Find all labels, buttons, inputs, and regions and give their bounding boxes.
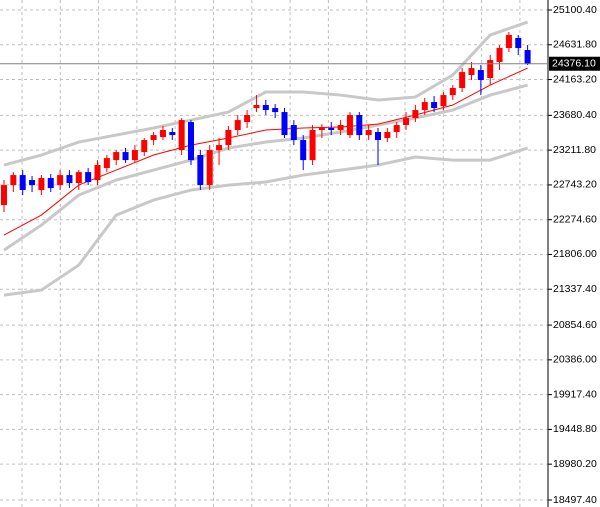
candle-body xyxy=(505,35,512,49)
candle-body xyxy=(300,140,307,161)
y-tick-label: 18497.40 xyxy=(553,494,597,506)
candle-body xyxy=(244,115,251,123)
candle-body xyxy=(412,110,419,119)
candle-body xyxy=(178,120,185,151)
current-price-box xyxy=(549,56,600,71)
candle-body xyxy=(281,112,288,136)
y-tick-label: 23680.40 xyxy=(553,109,597,121)
y-tick-label: 24163.20 xyxy=(553,73,597,85)
band-line xyxy=(3,20,529,167)
candle-body xyxy=(66,175,73,184)
candle-body xyxy=(487,60,494,78)
candle-body xyxy=(122,152,129,161)
candle-body xyxy=(449,88,456,96)
candle-body xyxy=(272,108,279,113)
candle-body xyxy=(19,175,26,191)
candle-body xyxy=(113,152,120,161)
candle-body xyxy=(169,132,176,136)
y-tick-label: 22274.60 xyxy=(553,213,597,225)
y-tick-label: 22743.20 xyxy=(553,179,597,191)
candle-body xyxy=(206,150,213,186)
candle-body xyxy=(216,145,223,151)
y-tick-label: 21806.00 xyxy=(553,248,597,260)
candle-body xyxy=(141,140,148,153)
candle-body xyxy=(468,68,475,76)
moving-average-line xyxy=(3,67,528,236)
y-tick-label: 19448.80 xyxy=(553,423,597,435)
candle-body xyxy=(393,125,400,133)
candle-body xyxy=(440,95,447,107)
band-line xyxy=(3,146,529,297)
candle-body xyxy=(477,70,484,80)
candle-body xyxy=(159,130,166,138)
candle-body xyxy=(85,172,92,183)
candle-body xyxy=(94,165,101,181)
candle-body xyxy=(47,178,54,189)
candle-body xyxy=(384,132,391,139)
candle-body xyxy=(197,155,204,186)
y-tick-label: 18980.20 xyxy=(553,458,597,470)
candle-body xyxy=(431,102,438,109)
candle-body xyxy=(75,172,82,184)
candle-body xyxy=(375,132,381,141)
candle-body xyxy=(188,122,194,161)
candle-body xyxy=(290,125,297,141)
candle-body xyxy=(225,130,232,146)
candle-body xyxy=(356,115,363,136)
band-line xyxy=(3,83,528,252)
candle-body xyxy=(318,128,325,131)
y-tick-label: 19917.40 xyxy=(553,388,597,400)
candle-body xyxy=(1,185,7,206)
candle-body xyxy=(29,180,36,186)
y-tick-label: 20386.00 xyxy=(553,354,597,366)
candle-body xyxy=(309,130,316,161)
candle-body xyxy=(262,105,269,111)
y-tick-label: 23211.80 xyxy=(553,144,596,156)
candle-body xyxy=(57,175,64,186)
candle-body xyxy=(337,125,344,131)
candle-body xyxy=(515,37,522,49)
candle-body xyxy=(253,105,260,109)
candle-body xyxy=(346,115,353,136)
candle-body xyxy=(150,135,157,141)
candle-body xyxy=(10,175,17,186)
y-tick-label: 21337.40 xyxy=(553,283,597,295)
candle-body xyxy=(365,130,372,136)
y-tick-label: 20854.60 xyxy=(553,319,597,331)
candle-body xyxy=(403,118,410,126)
candle-body xyxy=(421,102,428,111)
candle-body xyxy=(131,150,138,161)
y-tick-label: 25100.40 xyxy=(553,4,597,16)
candle-body xyxy=(524,50,531,64)
candle-body xyxy=(328,128,335,131)
y-tick-label: 24631.80 xyxy=(553,39,597,51)
candle-body xyxy=(496,48,503,63)
candle-body xyxy=(234,120,241,131)
current-price-label: 24376.10 xyxy=(552,58,596,70)
candle-body xyxy=(103,158,110,169)
candle-body xyxy=(38,178,45,191)
candle-body xyxy=(459,72,466,89)
